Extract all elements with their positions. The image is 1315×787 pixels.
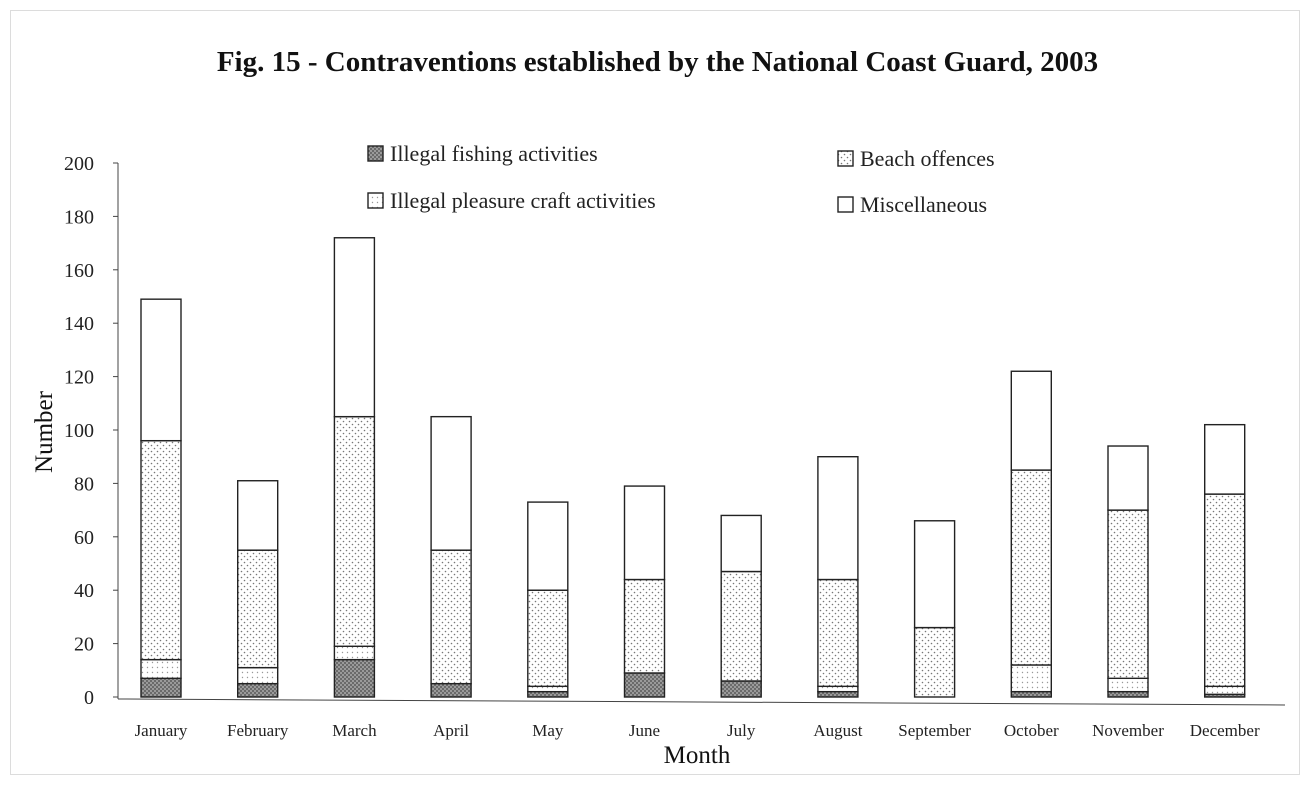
y-tick-label: 60 (74, 527, 94, 549)
x-tick-label: September (898, 721, 971, 740)
bar-stack (430, 415, 472, 698)
legend-item: Miscellaneous (837, 192, 987, 217)
bar-segment (720, 680, 762, 698)
bar-segment (1203, 685, 1246, 696)
bar-segment (817, 578, 859, 688)
legend-label: Illegal pleasure craft activities (390, 188, 656, 213)
y-tick-label: 140 (64, 313, 94, 335)
bar-segment (527, 685, 569, 693)
y-tick-label: 20 (74, 634, 94, 656)
x-tick-label: August (813, 721, 862, 740)
bar-segment (817, 690, 859, 698)
y-tick-label: 100 (64, 420, 94, 442)
y-tick-label: 180 (64, 206, 94, 228)
x-tick-label: October (1004, 721, 1059, 740)
legend-label: Beach offences (860, 146, 995, 171)
y-tick-label: 120 (64, 367, 94, 389)
x-tick-label: January (135, 721, 188, 740)
bar-segment (236, 480, 279, 551)
x-tick-label: June (629, 721, 660, 740)
legend-swatch (367, 145, 384, 162)
bar-segment (1010, 370, 1052, 471)
bar-segment (1107, 677, 1149, 693)
bar-segment (140, 298, 182, 442)
bar-segment (430, 682, 472, 698)
bar-stack (1107, 445, 1149, 698)
x-tick-label: November (1092, 721, 1164, 740)
y-tick-label: 40 (74, 580, 94, 602)
bar-stack (817, 456, 859, 698)
bar-stack (1203, 423, 1246, 698)
bar-stack (333, 237, 376, 698)
bar-segment (623, 485, 666, 581)
x-axis-line (117, 698, 1286, 706)
y-tick-label: 200 (64, 153, 94, 175)
bar-segment (1010, 469, 1052, 666)
bar-segment (720, 514, 762, 573)
x-axis-title: Month (664, 742, 731, 769)
bar-segment (913, 626, 956, 698)
chart-title: Fig. 15 - Contraventions established by … (216, 46, 1099, 78)
x-tick-label: May (532, 721, 564, 740)
chart-frame (10, 10, 1300, 775)
bar-stack (623, 485, 666, 698)
x-tick-label: April (433, 721, 469, 740)
bar-segment (333, 645, 376, 661)
legend-item: Illegal pleasure craft activities (367, 188, 656, 213)
bar-segment (623, 672, 666, 698)
legend-swatch (837, 196, 854, 213)
bar-stack (720, 514, 762, 698)
bar-segment (140, 677, 182, 698)
legend-swatch (837, 150, 854, 167)
bar-segment (430, 415, 472, 551)
bar-segment (333, 415, 376, 647)
bar-segment (1203, 423, 1246, 495)
x-tick-label: July (727, 721, 756, 740)
y-tick-label: 160 (64, 260, 94, 282)
bar-stack (1010, 370, 1052, 698)
legend-label: Miscellaneous (860, 192, 987, 217)
y-tick-label: 80 (74, 473, 94, 495)
bar-segment (913, 520, 956, 629)
y-axis-title: Number (31, 390, 58, 473)
bar-segment (333, 658, 376, 698)
legend-item: Illegal fishing activities (367, 141, 598, 166)
bar-segment (623, 578, 666, 674)
bar-stack (527, 501, 569, 698)
bar-segment (236, 682, 279, 698)
bar-segment (527, 501, 569, 591)
bar-segment (720, 570, 762, 682)
y-tick-label: 0 (84, 687, 94, 709)
x-tick-label: December (1190, 721, 1260, 740)
bar-stack (913, 520, 956, 698)
bar-segment (817, 685, 859, 693)
bar-segment (333, 237, 376, 418)
x-tick-label: February (227, 721, 289, 740)
bar-segment (1010, 664, 1052, 693)
legend-swatch (367, 192, 384, 209)
legend-item: Beach offences (837, 146, 995, 171)
bar-segment (527, 589, 569, 688)
bar-stack (236, 480, 279, 698)
bar-segment (527, 690, 569, 698)
bar-segment (1107, 509, 1149, 680)
bar-segment (236, 549, 279, 669)
bar-segment (1010, 690, 1052, 698)
bar-segment (1107, 445, 1149, 511)
bar-segment (1107, 690, 1149, 698)
bar-segment (236, 666, 279, 685)
bar-segment (140, 658, 182, 680)
x-tick-label: March (332, 721, 377, 740)
bar-segment (430, 549, 472, 685)
bar-segment (817, 456, 859, 581)
bar-stack (140, 298, 182, 698)
legend-label: Illegal fishing activities (390, 141, 598, 166)
bar-segment (140, 439, 182, 661)
bar-segment (1203, 493, 1246, 688)
